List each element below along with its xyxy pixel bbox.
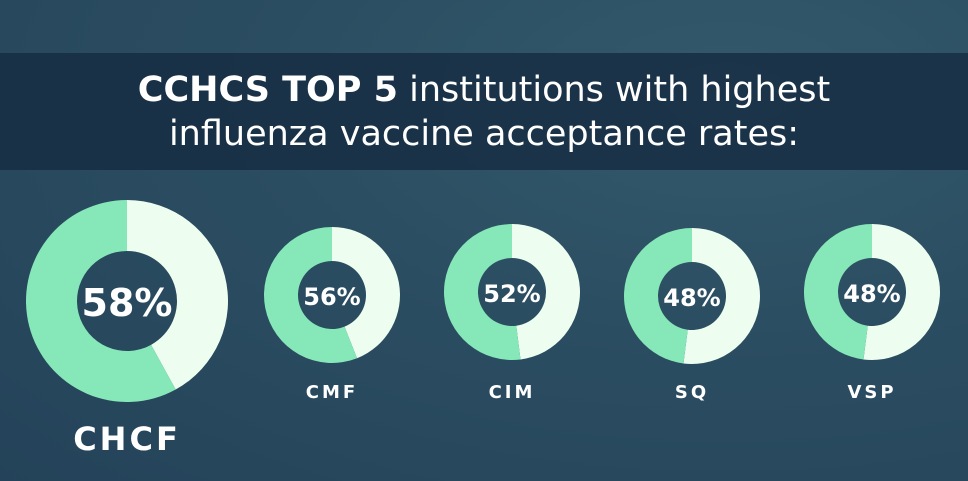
donut-remaining-sq: [683, 228, 760, 364]
value-label-cim: 52%: [483, 280, 540, 308]
donut-remaining-cmf: [332, 227, 400, 359]
donut-remaining-cim: [512, 224, 580, 360]
value-label-sq: 48%: [663, 284, 720, 312]
category-label-sq: SQ: [675, 382, 709, 403]
value-label-vsp: 48%: [843, 280, 900, 308]
category-label-cim: CIM: [489, 382, 536, 403]
donut-accepted-sq: [623, 228, 692, 364]
donut-remaining-chcf: [127, 200, 228, 390]
title-line1: institutions with highest: [398, 70, 831, 110]
value-label-chcf: 58%: [82, 281, 173, 325]
donut-remaining-vsp: [863, 224, 940, 360]
donut-accepted-cmf: [263, 227, 358, 363]
page-title: CCHCS TOP 5 institutions with highest in…: [0, 68, 968, 156]
donut-accepted-cim: [444, 224, 521, 360]
value-label-cmf: 56%: [303, 283, 360, 311]
title-line2: influenza vaccine acceptance rates:: [168, 114, 800, 154]
title-banner: [0, 53, 968, 170]
donut-accepted-vsp: [803, 224, 872, 360]
title-bold: CCHCS TOP 5: [137, 70, 398, 110]
category-label-chcf: CHCF: [73, 420, 181, 458]
donut-accepted-chcf: [26, 200, 176, 402]
category-label-vsp: VSP: [847, 382, 896, 403]
category-label-cmf: CMF: [306, 382, 358, 403]
